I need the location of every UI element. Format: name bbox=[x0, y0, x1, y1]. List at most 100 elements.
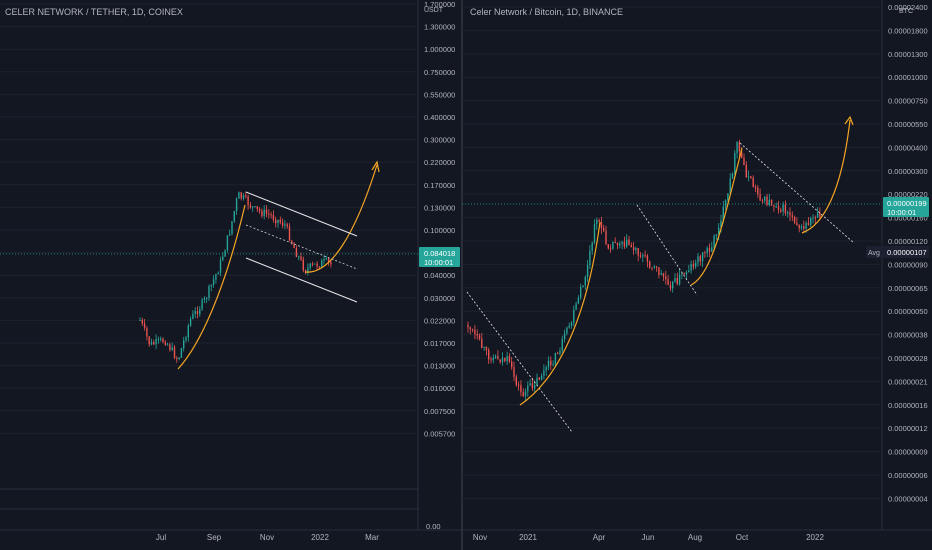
candle-body bbox=[203, 298, 206, 300]
candle-body bbox=[231, 221, 233, 235]
candle-body bbox=[185, 337, 187, 341]
candle-body bbox=[284, 224, 286, 226]
candle-body bbox=[318, 266, 321, 268]
candle-body bbox=[731, 173, 734, 179]
candle-body bbox=[270, 214, 272, 216]
candle-body bbox=[330, 262, 332, 265]
candle-body bbox=[481, 338, 483, 348]
candle-body bbox=[784, 204, 787, 214]
candle-body bbox=[761, 200, 764, 202]
left-chart-canvas[interactable]: 1.700000 1.300000 1.000000 0.750000 0.550000… bbox=[0, 0, 462, 550]
candle-body bbox=[766, 196, 768, 205]
candle-body bbox=[180, 348, 183, 358]
y-tick-label: 0.00000120 bbox=[888, 237, 928, 246]
y-tick-label: 0.00000160 bbox=[888, 214, 928, 223]
right-chart-canvas[interactable]: 0.00002400 0.00001800 0.00001300 0.00001000… bbox=[462, 0, 932, 550]
candle-body bbox=[281, 222, 284, 226]
candle-body bbox=[699, 256, 701, 262]
candle-body bbox=[752, 177, 754, 188]
candle-body bbox=[557, 352, 559, 354]
y-tick-label: 0.030000 bbox=[424, 294, 455, 303]
candle-body bbox=[298, 256, 300, 258]
y-tick-label: 0.00000028 bbox=[888, 354, 928, 363]
candle-body bbox=[589, 250, 591, 265]
candle-body bbox=[759, 194, 761, 201]
avg-price-tag bbox=[883, 246, 929, 258]
y-tick-label: 0.00000550 bbox=[888, 120, 928, 129]
candle-body bbox=[775, 206, 777, 208]
y-tick-label: 0.013000 bbox=[424, 362, 455, 371]
candle-body bbox=[538, 377, 540, 380]
candle-body bbox=[561, 339, 563, 351]
candle-body bbox=[591, 242, 593, 251]
candle-body bbox=[674, 278, 676, 282]
y-tick-label: 0.550000 bbox=[424, 90, 455, 99]
candle-body bbox=[275, 219, 277, 224]
candle-body bbox=[780, 209, 782, 212]
candle-body bbox=[768, 199, 770, 205]
candle-body bbox=[734, 153, 736, 174]
candle-body bbox=[252, 206, 254, 208]
candle-body bbox=[192, 313, 194, 319]
countdown-value: 10:00:01 bbox=[887, 208, 916, 217]
candle-body bbox=[559, 350, 561, 354]
candle-body bbox=[816, 213, 819, 218]
candle-body bbox=[469, 327, 471, 329]
candle-body bbox=[570, 322, 573, 326]
y-tick-label: 0.300000 bbox=[424, 136, 455, 145]
candle-body bbox=[616, 242, 619, 246]
candle-body bbox=[676, 278, 678, 285]
candle-body bbox=[770, 199, 773, 206]
candle-body bbox=[566, 327, 568, 334]
candle-body bbox=[695, 262, 697, 267]
last-price-value: 0.00000199 bbox=[887, 199, 927, 208]
candle-body bbox=[720, 220, 722, 228]
candle-body bbox=[738, 141, 741, 152]
candle-body bbox=[249, 205, 252, 208]
candle-body bbox=[777, 206, 780, 210]
countdown-value: 10:00:01 bbox=[424, 258, 453, 267]
candle-body bbox=[662, 273, 665, 277]
candle-body bbox=[529, 383, 531, 386]
candle-body bbox=[614, 241, 616, 243]
candle-body bbox=[176, 358, 178, 360]
candle-body bbox=[573, 309, 575, 323]
candle-body bbox=[492, 357, 494, 361]
candle-body bbox=[708, 248, 711, 252]
candle-body bbox=[217, 272, 219, 275]
candle-body bbox=[196, 310, 199, 315]
last-price-value: 0.084018 bbox=[424, 249, 455, 258]
pane-divider[interactable] bbox=[461, 0, 463, 550]
candle-body bbox=[810, 218, 812, 225]
x-tick-label: Oct bbox=[736, 533, 749, 542]
y-tick-label: 0.040000 bbox=[424, 271, 455, 280]
avg-label-tag bbox=[866, 246, 883, 258]
y-tick-label: 0.00000050 bbox=[888, 307, 928, 316]
candle-body bbox=[302, 259, 304, 271]
candle-body bbox=[757, 187, 759, 195]
y-tick-label: 0.00000038 bbox=[888, 331, 928, 340]
y-tick-label: 0.00000090 bbox=[888, 260, 928, 269]
candle-body bbox=[194, 310, 196, 314]
candle-body bbox=[143, 323, 146, 328]
y-tick-label: 0.005700 bbox=[424, 429, 455, 438]
y-tick-label: 0.00000220 bbox=[888, 190, 928, 199]
candle-body bbox=[520, 385, 522, 393]
candle-body bbox=[201, 299, 203, 310]
candle-body bbox=[474, 329, 476, 334]
candle-body bbox=[316, 263, 318, 267]
candle-body bbox=[796, 222, 798, 226]
candle-body bbox=[488, 350, 490, 360]
candle-body bbox=[531, 383, 534, 389]
candle-body bbox=[325, 258, 327, 260]
candle-body bbox=[754, 187, 757, 189]
y-tick-label: 0.017000 bbox=[424, 339, 455, 348]
candle-body bbox=[626, 239, 628, 247]
y-tick-label: 0.00000065 bbox=[888, 284, 928, 293]
candle-body bbox=[789, 212, 791, 216]
candle-body bbox=[247, 196, 249, 206]
candle-body bbox=[471, 328, 474, 330]
candle-body bbox=[805, 223, 807, 229]
candle-body bbox=[706, 248, 708, 254]
candle-body bbox=[494, 356, 497, 358]
